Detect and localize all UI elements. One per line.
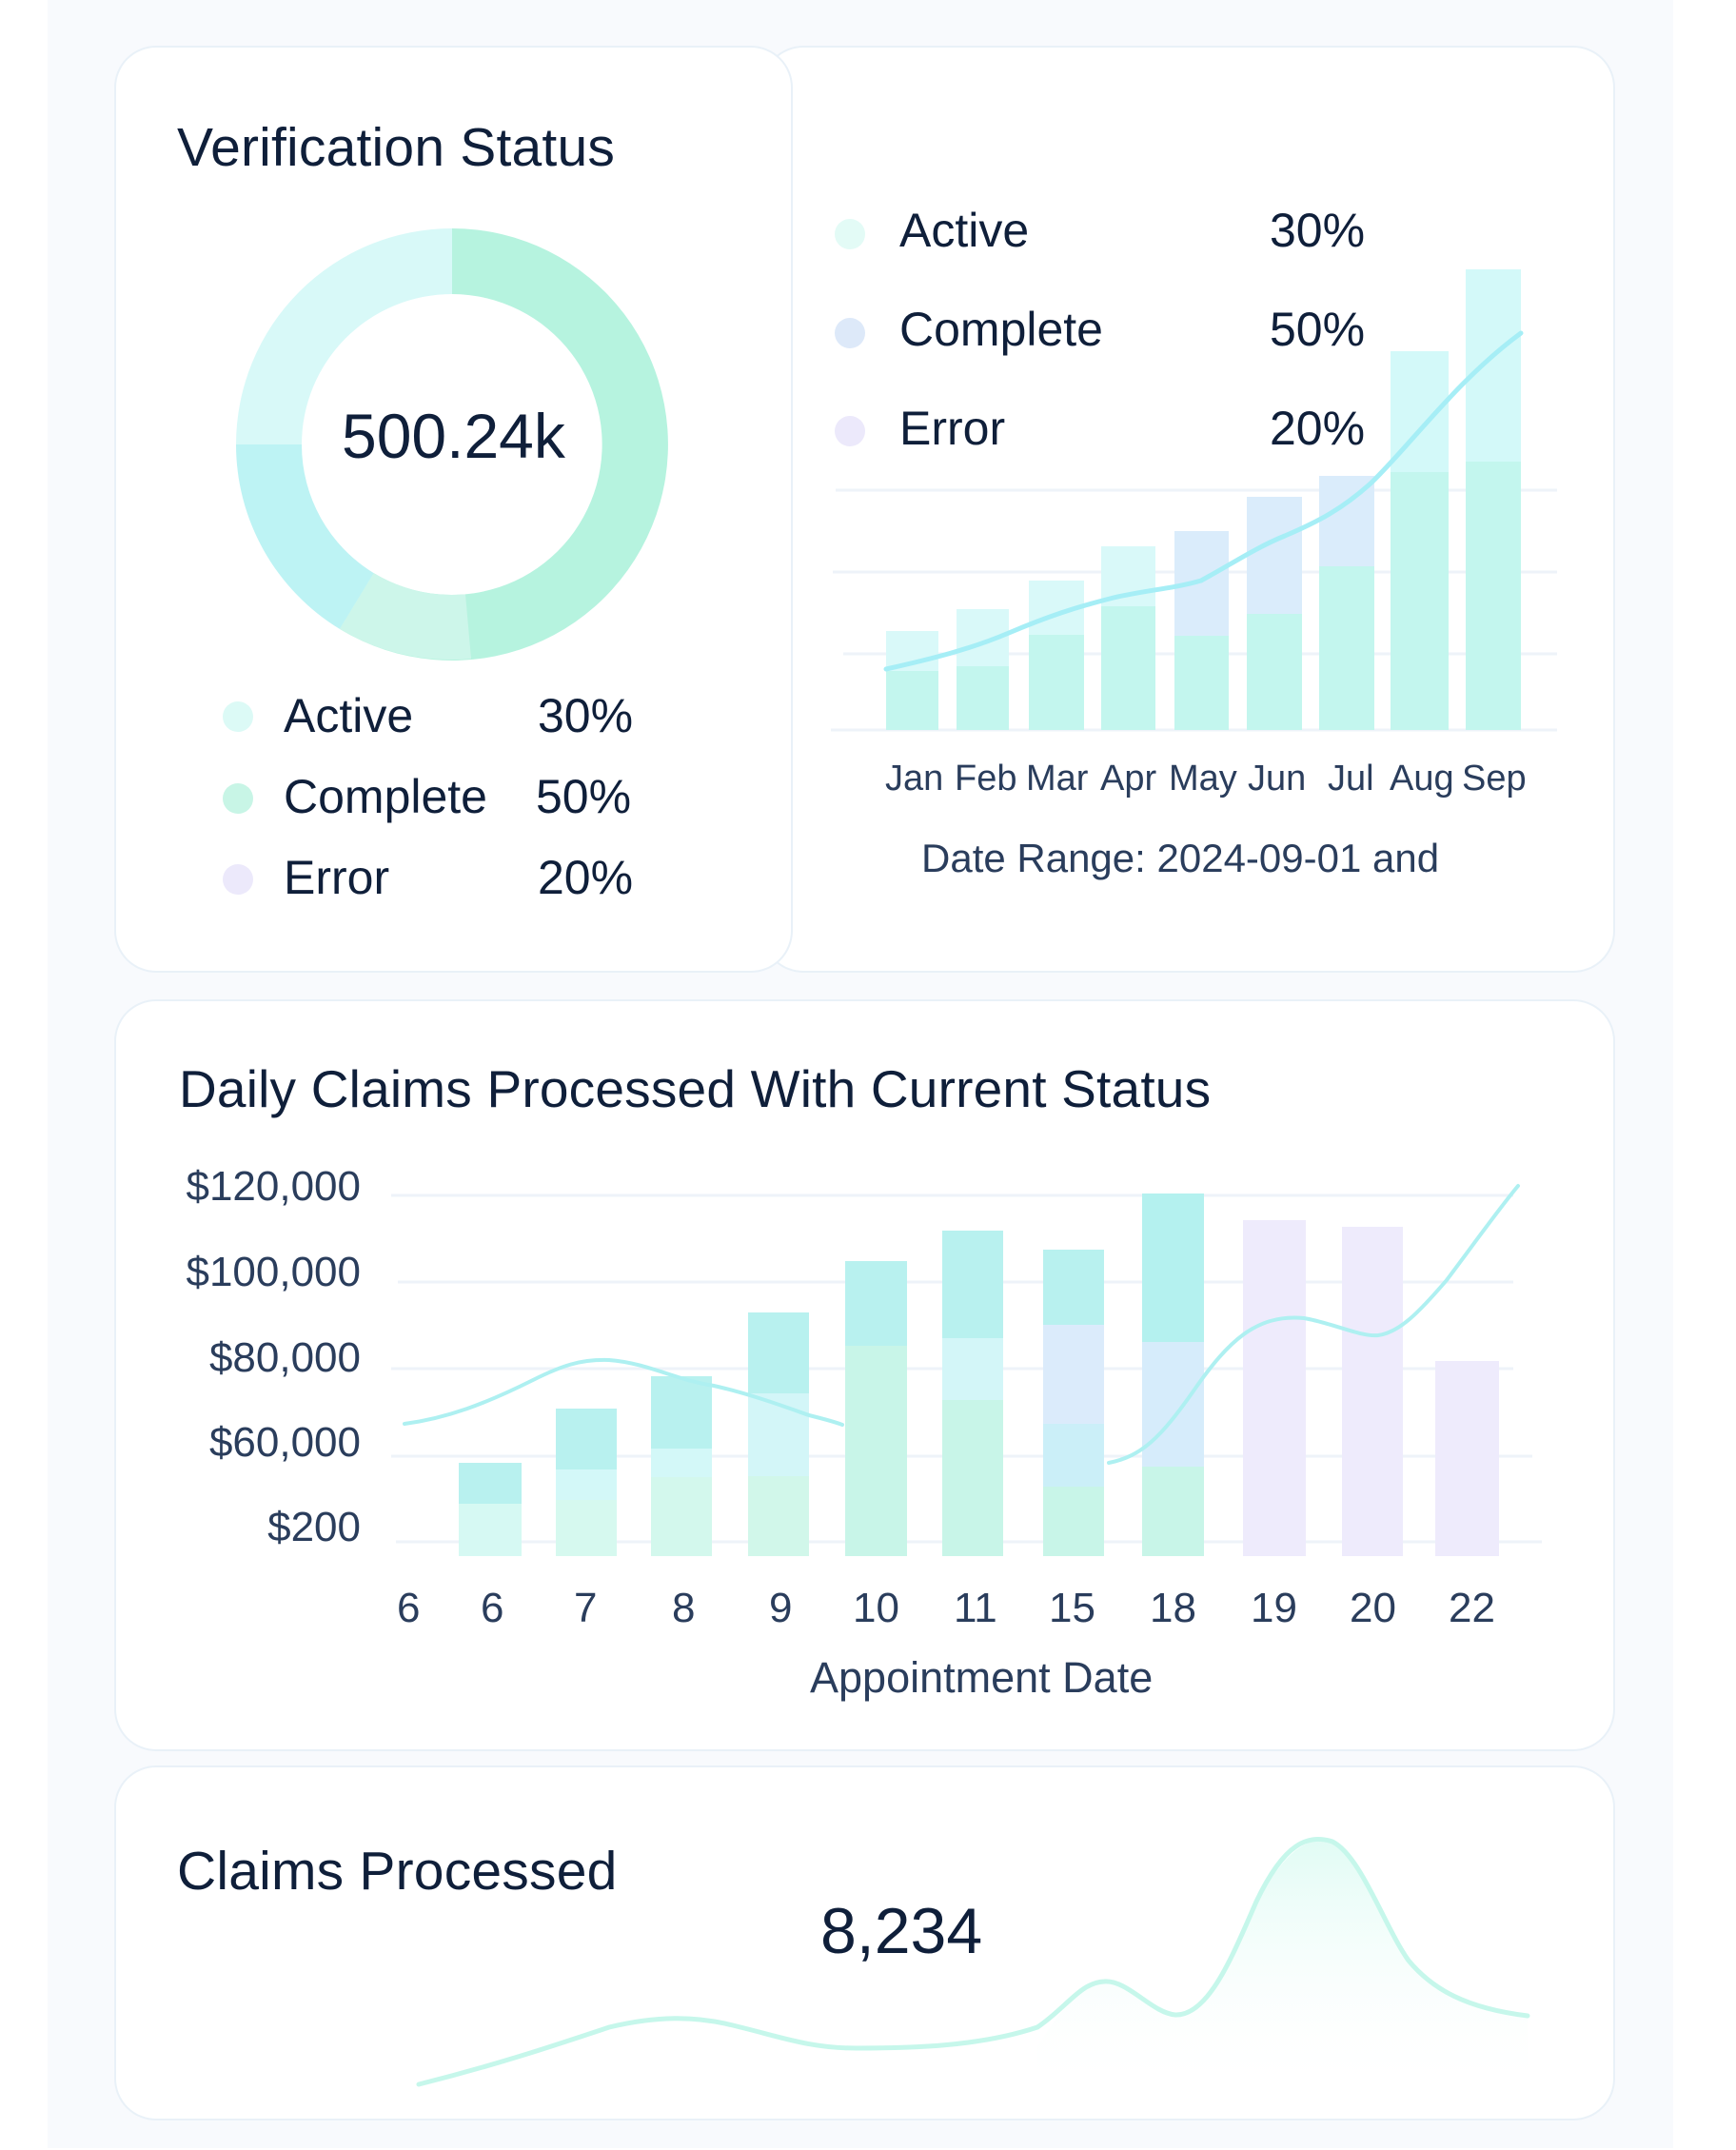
legend-dot-active [835,219,865,249]
y-tick-60000: $60,000 [208,1419,361,1466]
legend-value-complete: 50% [1270,303,1366,356]
x-tick-15: 15 [1049,1585,1095,1631]
donut-segment-complete-lower [339,573,472,661]
legend-label-error: Error [899,402,1006,455]
sparkline-line [416,1837,1530,2087]
legend-value-error: 20% [1270,402,1366,455]
x-tick-9: 9 [769,1585,793,1631]
legend-label-active: Active [284,689,414,742]
y-tick-120000: $120,000 [186,1163,361,1210]
x-tick-jan: Jan [885,759,944,799]
legend-label-complete: Complete [899,303,1103,356]
monthly-trend-line [883,330,1524,672]
x-tick-7: 7 [574,1585,598,1631]
legend-value-complete: 50% [536,770,632,823]
x-tick-11: 11 [954,1585,997,1631]
daily-claims-bar-chart [391,1184,1542,1556]
x-tick-19: 19 [1251,1585,1297,1631]
verification-donut-chart [235,228,668,661]
daily-trend-line-right [1107,1184,1520,1465]
x-tick-6a: 6 [397,1585,421,1631]
verification-title: Verification Status [177,117,616,178]
daily-claims-title: Daily Claims Processed With Current Stat… [179,1059,1212,1118]
legend-value-active: 30% [1270,204,1366,257]
x-tick-jun: Jun [1248,759,1307,799]
y-tick-100000: $100,000 [186,1249,361,1295]
claims-processed-value: 8,234 [820,1895,983,1967]
monthly-bar-chart [831,269,1557,732]
daily-x-axis-title: Appointment Date [810,1653,1154,1702]
donut-segment-error [235,444,374,629]
date-range-label: Date Range: 2024-09-01 and [921,836,1440,880]
x-tick-22: 22 [1449,1585,1495,1631]
y-tick-80000: $80,000 [208,1334,361,1381]
y-tick-200: $200 [267,1504,361,1550]
x-tick-10: 10 [853,1585,899,1631]
legend-dot-complete [835,318,865,348]
x-tick-feb: Feb [955,759,1017,799]
daily-bars [459,1193,1499,1556]
x-tick-18: 18 [1150,1585,1196,1631]
x-tick-may: May [1169,759,1237,799]
legend-label-error: Error [284,851,390,904]
claims-processed-title: Claims Processed [177,1841,618,1902]
legend-dot-active [223,701,253,732]
x-tick-20: 20 [1350,1585,1396,1631]
x-tick-apr: Apr [1100,759,1157,799]
x-tick-jul: Jul [1328,759,1374,799]
x-tick-mar: Mar [1026,759,1089,799]
x-tick-aug: Aug [1390,759,1454,799]
legend-label-active: Active [899,204,1030,257]
donut-segment-complete [339,228,668,661]
x-tick-6b: 6 [481,1585,504,1631]
donut-center-value: 500.24k [342,401,565,471]
verification-status-card [114,46,793,973]
legend-dot-error [223,864,253,895]
sparkline-area [1037,1840,1528,2094]
x-tick-sep: Sep [1462,759,1527,799]
legend-value-active: 30% [538,689,634,742]
x-tick-8: 8 [672,1585,696,1631]
legend-dot-error [835,416,865,446]
donut-segment-active [236,228,452,444]
legend-value-error: 20% [538,851,634,904]
daily-trend-line-left [403,1357,844,1427]
legend-dot-complete [223,783,253,814]
legend-label-complete: Complete [284,770,487,823]
